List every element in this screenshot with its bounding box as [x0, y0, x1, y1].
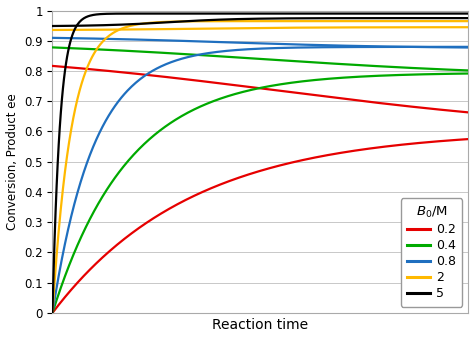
- X-axis label: Reaction time: Reaction time: [212, 318, 309, 333]
- Legend: 0.2, 0.4, 0.8, 2, 5: 0.2, 0.4, 0.8, 2, 5: [401, 198, 462, 307]
- Y-axis label: Conversion, Product ee: Conversion, Product ee: [6, 93, 18, 230]
